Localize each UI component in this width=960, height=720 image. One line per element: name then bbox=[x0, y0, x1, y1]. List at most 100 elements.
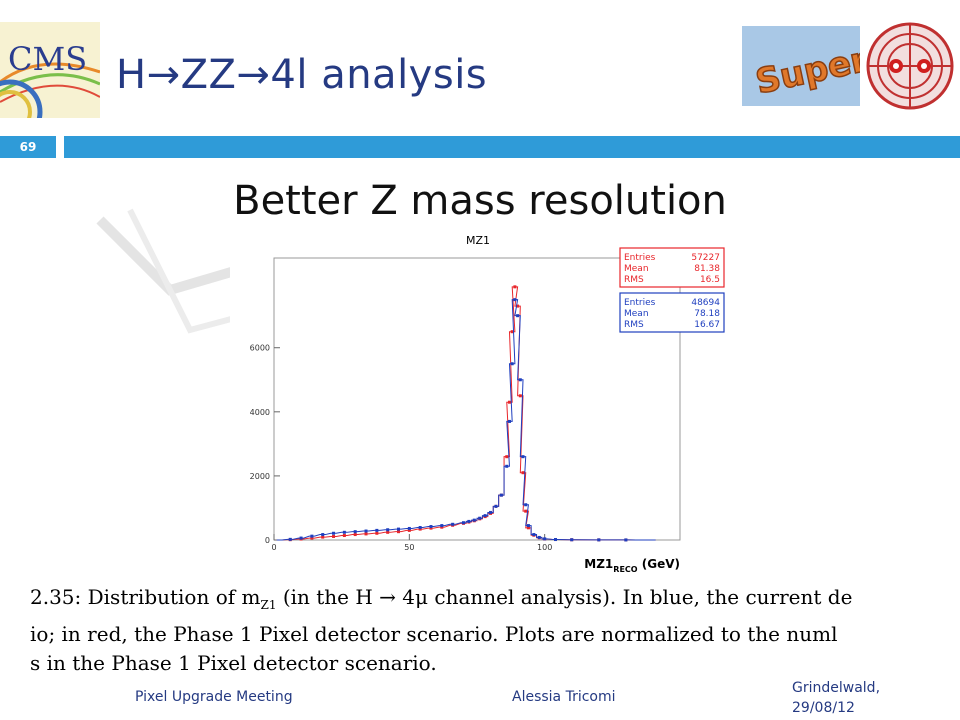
series-2-point bbox=[310, 534, 314, 538]
series-1-point bbox=[353, 533, 357, 537]
super-logo: Super bbox=[742, 26, 872, 106]
y-tick-label: 6000 bbox=[250, 344, 270, 353]
y-axis: 0 2000 4000 6000 bbox=[250, 344, 280, 545]
series-2-point bbox=[507, 419, 511, 423]
stats-value: 57227 bbox=[691, 253, 720, 263]
series-2-point bbox=[375, 528, 379, 532]
series-1-point bbox=[513, 285, 517, 289]
series-2-point bbox=[440, 524, 444, 528]
cms-logo: CMS bbox=[0, 22, 100, 118]
series-1-point bbox=[332, 534, 336, 538]
series-1-point bbox=[397, 530, 401, 534]
x-tick-label: 100 bbox=[537, 543, 552, 552]
stats-box-1 bbox=[619, 247, 725, 288]
footer-location: Grindelwald, bbox=[792, 680, 881, 696]
stats-box-2 bbox=[619, 292, 725, 333]
series-2-histogram bbox=[276, 299, 656, 541]
cms-logo-text: CMS bbox=[8, 40, 87, 78]
plot-frame bbox=[273, 257, 681, 541]
series-2-point bbox=[342, 530, 346, 534]
stats-label: Entries bbox=[624, 253, 656, 263]
x-axis-label: MZ1RECO (GeV) bbox=[584, 557, 680, 573]
series-2-point bbox=[489, 510, 493, 514]
series-2-point bbox=[518, 378, 522, 382]
series-2-point bbox=[467, 519, 471, 523]
series-2-point bbox=[321, 533, 325, 537]
footer-location-date: Grindelwald, 29/08/12 bbox=[792, 678, 880, 718]
x-axis-label-unit: (GeV) bbox=[638, 557, 680, 571]
series-1-point bbox=[386, 530, 390, 534]
y-tick-label: 4000 bbox=[250, 408, 270, 417]
series-1-point bbox=[342, 534, 346, 538]
series-2-point bbox=[521, 455, 525, 459]
page-number-badge: 69 bbox=[0, 136, 56, 158]
lhc-detector-logo bbox=[864, 18, 956, 114]
series-2-point bbox=[510, 362, 514, 366]
series-1-point bbox=[524, 509, 528, 513]
series-2-point bbox=[332, 531, 336, 535]
stats-value: 78.18 bbox=[694, 309, 720, 319]
series-2-point bbox=[624, 538, 628, 542]
series-1-point bbox=[516, 304, 520, 308]
stats-label: RMS bbox=[624, 320, 644, 330]
mz1-histogram: MZ1 0 2000 4000 6000 0 50 100 Entries 57227 Mea… bbox=[230, 228, 730, 573]
footer-author: Alessia Tricomi bbox=[512, 689, 616, 705]
stats-label: Entries bbox=[624, 298, 656, 308]
series-layer bbox=[276, 285, 656, 542]
series-2-point bbox=[397, 527, 401, 531]
series-1-point bbox=[521, 471, 525, 475]
series-2-point bbox=[451, 522, 455, 526]
x-axis-label-sub: RECO bbox=[613, 565, 637, 573]
stats-value: 16.67 bbox=[694, 320, 720, 330]
title-bar bbox=[64, 136, 960, 158]
footer-event: Pixel Upgrade Meeting bbox=[135, 689, 293, 705]
series-1-point bbox=[418, 527, 422, 531]
series-2-point bbox=[494, 504, 498, 508]
series-2-point bbox=[472, 518, 476, 522]
figure-caption: 2.35: Distribution of mZ1 (in the H → 4μ… bbox=[30, 583, 930, 673]
series-1-point bbox=[518, 394, 522, 398]
stats-label: RMS bbox=[624, 275, 644, 285]
series-2-point bbox=[532, 533, 536, 537]
series-2-point bbox=[553, 538, 557, 542]
series-2-point bbox=[353, 530, 357, 534]
caption-line-3: s in the Phase 1 Pixel detector scenario… bbox=[30, 651, 437, 673]
series-1-point bbox=[507, 400, 511, 404]
series-2-point bbox=[407, 526, 411, 530]
stats-value: 81.38 bbox=[694, 264, 720, 274]
series-1-point bbox=[407, 528, 411, 532]
series-1-point bbox=[364, 532, 368, 536]
series-2-point bbox=[429, 525, 433, 529]
series-2-point bbox=[499, 493, 503, 497]
stats-label: Mean bbox=[624, 309, 649, 319]
y-tick-label: 0 bbox=[265, 536, 270, 545]
series-1-point bbox=[440, 525, 444, 529]
series-2-point bbox=[516, 314, 520, 318]
x-tick-label: 0 bbox=[271, 543, 276, 552]
series-2-point bbox=[537, 535, 541, 539]
slide-title: H→ZZ→4l analysis bbox=[116, 52, 488, 98]
series-2-point bbox=[570, 538, 574, 542]
caption-line-1-rest: (in the H → 4μ channel analysis). In blu… bbox=[276, 585, 853, 609]
series-2-point bbox=[513, 298, 517, 302]
series-1-point bbox=[526, 526, 530, 530]
chart-title: MZ1 bbox=[466, 234, 490, 247]
series-2-point bbox=[505, 464, 509, 468]
series-1-point bbox=[321, 535, 325, 539]
stats-value: 16.5 bbox=[700, 275, 720, 285]
series-2-point bbox=[597, 538, 601, 542]
footer-date: 29/08/12 bbox=[792, 700, 855, 716]
series-2-point bbox=[524, 503, 528, 507]
series-2-point bbox=[299, 536, 303, 540]
x-axis: 0 50 100 bbox=[271, 534, 552, 552]
caption-line-2: io; in red, the Phase 1 Pixel detector s… bbox=[30, 622, 838, 646]
series-1-point bbox=[505, 455, 509, 459]
x-tick-label: 50 bbox=[404, 543, 414, 552]
series-2-point bbox=[478, 516, 482, 520]
series-2-point bbox=[461, 521, 465, 525]
series-2-point bbox=[288, 537, 292, 541]
series-2-point bbox=[526, 524, 530, 528]
slide-subtitle: Better Z mass resolution bbox=[233, 178, 727, 224]
series-2-point bbox=[543, 537, 547, 541]
series-2-point bbox=[418, 526, 422, 530]
